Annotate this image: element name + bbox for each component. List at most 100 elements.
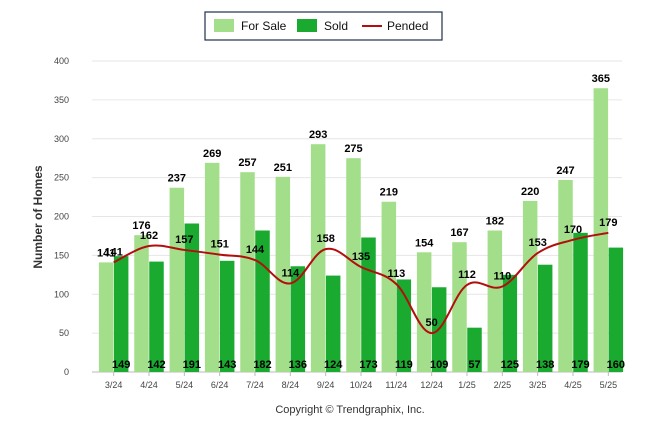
x-tick-label: 5/25 — [600, 380, 618, 390]
label-for-sale: 247 — [556, 165, 574, 177]
x-axis-ticks: 3/24 4/24 5/24 6/24 7/24 8/24 9/24 10/24 11/24 12… — [105, 372, 617, 390]
bar-sold — [502, 274, 518, 372]
label-sold: 109 — [430, 359, 448, 371]
label-for-sale: 220 — [521, 186, 539, 198]
legend-box — [204, 11, 443, 41]
label-sold: 191 — [183, 359, 201, 371]
bars — [98, 88, 624, 373]
label-for-sale: 141 — [97, 247, 115, 259]
bar-sold — [290, 266, 306, 372]
x-tick-label: 10/24 — [350, 380, 373, 390]
label-pended: 135 — [352, 251, 370, 263]
label-for-sale: 269 — [203, 148, 221, 160]
bar-sold — [573, 232, 588, 372]
x-tick-label: 7/24 — [246, 380, 264, 390]
x-tick-label: 11/24 — [385, 380, 407, 390]
bar-sold — [113, 256, 129, 372]
bar-sold — [537, 264, 553, 372]
label-for-sale: 176 — [132, 220, 150, 232]
bar-for-sale — [204, 162, 220, 372]
label-sold: 119 — [395, 359, 413, 371]
y-tick-label: 250 — [54, 173, 69, 183]
bar-sold — [467, 327, 482, 372]
label-sold: 179 — [571, 359, 589, 371]
label-sold: 124 — [324, 359, 343, 371]
y-tick-label: 400 — [54, 56, 69, 66]
x-tick-label: 5/24 — [176, 380, 194, 390]
label-sold: 160 — [607, 359, 625, 371]
x-tick-label: 4/24 — [140, 380, 158, 390]
bar-for-sale — [381, 201, 397, 372]
label-sold: 136 — [289, 359, 307, 371]
y-tick-label: 300 — [54, 134, 69, 144]
legend-for-sale: For Sale — [241, 19, 287, 33]
bar-sold — [219, 260, 235, 372]
label-pended: 112 — [458, 269, 476, 281]
label-pended: 170 — [564, 224, 582, 236]
label-for-sale: 257 — [238, 157, 256, 169]
bar-for-sale — [98, 262, 114, 372]
legend-swatch-for-sale — [214, 19, 234, 32]
label-for-sale: 293 — [309, 129, 327, 141]
label-pended: 113 — [387, 268, 405, 280]
y-tick-label: 200 — [54, 212, 69, 222]
label-sold: 125 — [501, 359, 519, 371]
y-axis-ticks: 0 50 100 150 200 250 300 350 400 — [54, 56, 69, 377]
label-for-sale: 182 — [486, 215, 504, 227]
bar-for-sale — [416, 252, 432, 372]
x-tick-label: 2/25 — [494, 380, 512, 390]
bar-for-sale — [522, 200, 538, 372]
bar-for-sale — [593, 88, 609, 373]
label-sold: 173 — [359, 359, 377, 371]
label-pended: 162 — [140, 230, 158, 242]
legend-swatch-sold — [297, 19, 317, 32]
bar-for-sale — [487, 230, 503, 372]
bar-for-sale — [169, 187, 185, 372]
label-pended: 110 — [493, 270, 511, 282]
bar-for-sale — [310, 144, 326, 372]
y-tick-label: 0 — [64, 367, 69, 377]
label-pended: 151 — [210, 239, 228, 251]
label-pended: 153 — [528, 237, 546, 249]
legend: For Sale Sold Pended — [204, 11, 443, 41]
y-tick-label: 50 — [59, 328, 69, 338]
label-pended: 144 — [246, 244, 265, 256]
label-sold: 142 — [147, 359, 165, 371]
bar-sold — [255, 230, 270, 372]
label-for-sale: 275 — [344, 143, 362, 155]
x-tick-label: 1/25 — [458, 380, 476, 390]
legend-sold: Sold — [324, 19, 348, 33]
y-axis-label: Number of Homes — [31, 165, 45, 269]
bar-for-sale — [346, 158, 361, 372]
x-tick-label: 12/24 — [420, 380, 443, 390]
x-tick-label: 9/24 — [317, 380, 335, 390]
y-tick-label: 150 — [54, 250, 69, 260]
label-sold: 143 — [218, 359, 236, 371]
label-for-sale: 251 — [274, 162, 292, 174]
label-pended: 158 — [316, 233, 334, 245]
label-pended: 114 — [281, 267, 300, 279]
copyright: Copyright © Trendgraphix, Inc. — [275, 404, 424, 416]
y-tick-label: 350 — [54, 95, 69, 105]
bar-sold — [608, 247, 624, 372]
label-pended: 157 — [175, 234, 193, 246]
label-for-sale: 154 — [415, 237, 434, 249]
label-for-sale: 219 — [380, 187, 398, 199]
label-pended: 50 — [426, 317, 438, 329]
bar-for-sale — [240, 172, 255, 372]
label-sold: 182 — [253, 359, 271, 371]
label-for-sale: 365 — [592, 73, 610, 85]
bar-for-sale — [558, 179, 573, 372]
bar-sold — [325, 275, 341, 372]
legend-pended: Pended — [387, 19, 428, 33]
x-tick-label: 6/24 — [211, 380, 229, 390]
label-for-sale: 237 — [168, 173, 186, 185]
value-labels: 141 149 176 142 237 191 269 143 257 182 251 136 293 1… — [97, 73, 625, 371]
bar-for-sale — [275, 176, 291, 372]
bar-sold — [149, 261, 164, 372]
label-pended: 141 — [104, 246, 122, 258]
bar-sold — [184, 223, 200, 372]
label-for-sale: 167 — [450, 227, 468, 239]
